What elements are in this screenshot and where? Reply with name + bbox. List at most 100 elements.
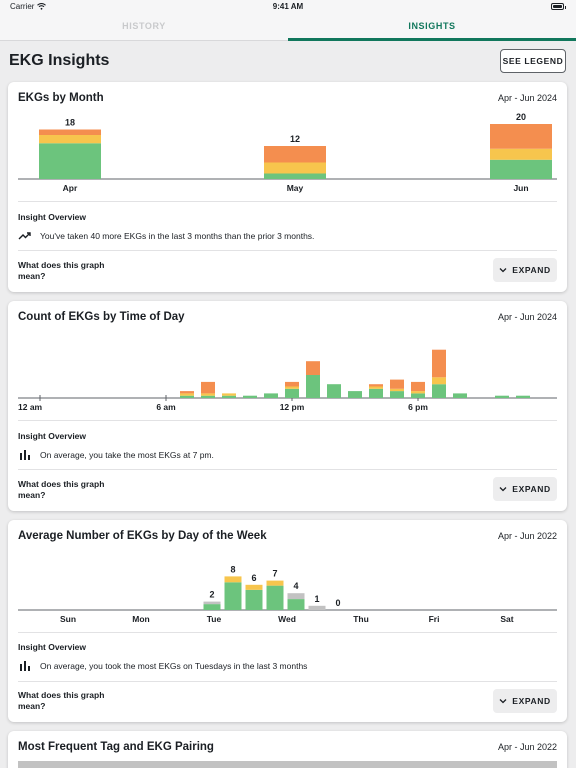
wifi-icon: [37, 3, 47, 10]
bar-segment: [411, 393, 425, 398]
card-date-range: Apr - Jun 2022: [497, 742, 557, 752]
insight-text: On average, you took the most EKGs on Tu…: [40, 661, 308, 671]
divider: [18, 469, 557, 470]
bar-segment: [264, 393, 278, 398]
status-bar: Carrier 9:41 AM: [0, 0, 576, 14]
bar-segment: [411, 381, 425, 392]
carrier-group: Carrier: [10, 2, 47, 11]
expand-button[interactable]: EXPAND: [493, 477, 557, 501]
bar-segment: [490, 148, 552, 160]
bar-segment: [245, 584, 263, 590]
bar-value-label: 8: [230, 564, 235, 574]
graph-meaning-question: What does this graph mean?: [18, 690, 105, 711]
bar-segment: [390, 388, 404, 392]
bar-value-label: 6: [251, 573, 256, 583]
bar-segment: [285, 386, 299, 389]
chevron-down-icon: [499, 699, 507, 704]
bar-segment: [222, 395, 236, 398]
x-tick-label: Fri: [429, 614, 440, 624]
bar-segment: [264, 162, 326, 174]
month-chart-svg: 18 Apr 12 May 20 Jun: [18, 112, 557, 193]
bar-segment: [432, 349, 446, 378]
x-tick-label: Wed: [278, 614, 296, 624]
time-of-day-chart-svg: 12 am 6 am 12 pm 6 pm: [18, 349, 557, 412]
bar-segment: [369, 386, 383, 389]
bar-segment: [308, 605, 326, 610]
divider: [18, 681, 557, 682]
graph-meaning-question: What does this graph mean?: [18, 479, 105, 500]
bar-segment: [285, 381, 299, 387]
bar-segment: [411, 391, 425, 394]
segment-tabs: HISTORY INSIGHTS: [0, 14, 576, 41]
bar-segment: [285, 388, 299, 398]
insight-text: On average, you take the most EKGs at 7 …: [40, 450, 214, 460]
expand-button[interactable]: EXPAND: [493, 689, 557, 713]
insight-row: You've taken 40 more EKGs in the last 3 …: [18, 230, 314, 242]
battery-icon: [551, 3, 566, 10]
insight-heading: Insight Overview: [18, 642, 87, 652]
bar-segment: [287, 593, 305, 600]
chevron-down-icon: [499, 268, 507, 273]
tag-pairing-card: Most Frequent Tag and EKG Pairing Apr - …: [8, 731, 567, 768]
card-date-range: Apr - Jun 2022: [497, 531, 557, 541]
x-tick-label: Apr: [63, 183, 78, 193]
bar-segment: [266, 580, 284, 586]
insight-row: On average, you took the most EKGs on Tu…: [18, 660, 307, 672]
see-legend-button[interactable]: SEE LEGEND: [500, 49, 566, 73]
status-time: 9:41 AM: [272, 2, 304, 11]
x-tick-label: Tue: [207, 614, 222, 624]
expand-button[interactable]: EXPAND: [493, 258, 557, 282]
x-tick-label: 12 pm: [280, 402, 305, 412]
insight-heading: Insight Overview: [18, 212, 87, 222]
bar-segment: [224, 576, 242, 583]
bar-segment: [39, 143, 101, 179]
carrier-label: Carrier: [10, 2, 35, 11]
bar-segment: [432, 377, 446, 385]
bar-segment: [264, 146, 326, 163]
tab-insights[interactable]: INSIGHTS: [288, 14, 576, 41]
x-tick-label: Jun: [513, 183, 528, 193]
bar-segment: [495, 395, 509, 398]
x-tick-label: Mon: [132, 614, 149, 624]
bar-value-label: 0: [335, 598, 340, 608]
card-date-range: Apr - Jun 2024: [497, 93, 557, 103]
bar-segment: [203, 604, 221, 610]
card-title: Count of EKGs by Time of Day: [18, 311, 185, 323]
bar-segment: [243, 395, 257, 398]
bar-segment: [245, 589, 263, 610]
divider: [18, 250, 557, 251]
bar-segment: [348, 391, 362, 398]
bar-segment: [390, 391, 404, 398]
x-tick-label: Sun: [60, 614, 76, 624]
bar-value-label: 7: [272, 569, 277, 579]
insight-row: On average, you take the most EKGs at 7 …: [18, 449, 214, 461]
bar-chart-icon: [20, 661, 30, 671]
x-tick-label: May: [287, 183, 304, 193]
bar-segment: [266, 585, 284, 610]
tag-pairing-chart-bar: [18, 761, 557, 768]
bar-segment: [180, 395, 194, 398]
divider: [18, 632, 557, 633]
bar-segment: [327, 384, 341, 398]
bar-segment: [490, 124, 552, 149]
x-tick-label: Sat: [500, 614, 513, 624]
divider: [18, 201, 557, 202]
expand-label: EXPAND: [512, 696, 551, 706]
bar-value-label: 4: [293, 581, 298, 591]
x-tick-label: Thu: [353, 614, 369, 624]
bar-value-label: 2: [209, 590, 214, 600]
bar-segment: [39, 129, 101, 135]
day-of-week-chart-svg: Sun Mon Tue Wed Thu Fri Sat 2 8 6 7 4 1 0: [18, 564, 557, 624]
bar-segment: [264, 173, 326, 179]
card-title: Average Number of EKGs by Day of the Wee…: [18, 530, 267, 542]
x-tick-label: 6 am: [156, 402, 176, 412]
trend-up-icon: [18, 232, 31, 240]
tab-history[interactable]: HISTORY: [122, 21, 166, 31]
bar-segment: [201, 381, 215, 394]
bar-segment: [222, 393, 236, 396]
bar-segment: [287, 599, 305, 610]
chevron-down-icon: [499, 487, 507, 492]
bar-segment: [369, 384, 383, 387]
bar-segment: [306, 375, 320, 398]
expand-label: EXPAND: [512, 265, 551, 275]
